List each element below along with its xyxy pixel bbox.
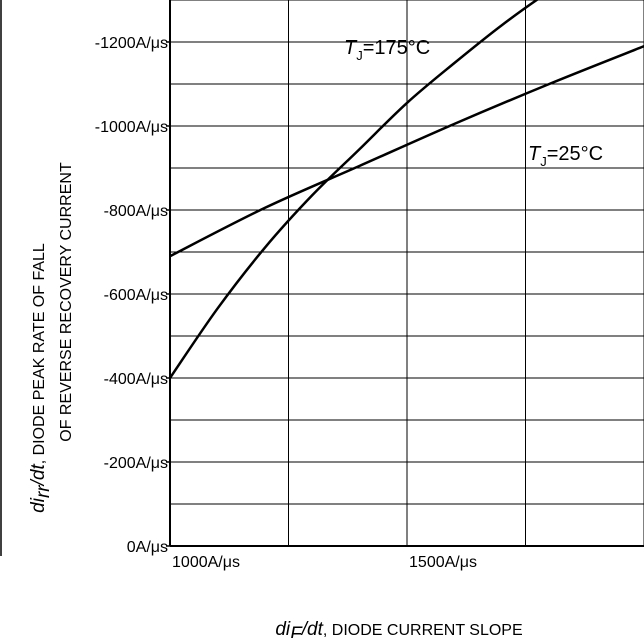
y-tick-labels: 0A/μs -200A/μs -400A/μs -600A/μs -800A/μs -10… [95,35,170,556]
y-tick-label: 0A/μs [127,539,168,556]
grid [169,0,644,547]
curves [170,0,644,379]
series-line-0 [170,0,539,379]
series-line-1 [170,45,644,258]
x-tick-label: 1000A/μs [172,554,240,571]
x-tick-labels: 1000A/μs 1500A/μs [172,554,477,571]
x-axis-title: diF/dt, DIODE CURRENT SLOPE [275,619,522,638]
y-tick-label: -800A/μs [104,203,168,220]
y-tick-label: -600A/μs [104,287,168,304]
y-tick-label: -400A/μs [104,371,168,388]
y-axis-title-line2: OF REVERSE RECOVERY CURRENT [58,162,75,442]
series-label-175c: TJ=175°C [344,37,430,63]
y-tick-label: -1000A/μs [95,119,168,136]
y-axis-title-line1: dirr/dt, DIODE PEAK RATE OF FALL [28,243,54,513]
y-tick-label: -1200A/μs [95,35,168,52]
x-tick-label: 1500A/μs [409,554,477,571]
y-tick-label: -200A/μs [104,455,168,472]
series-label-25c: TJ=25°C [528,143,603,169]
